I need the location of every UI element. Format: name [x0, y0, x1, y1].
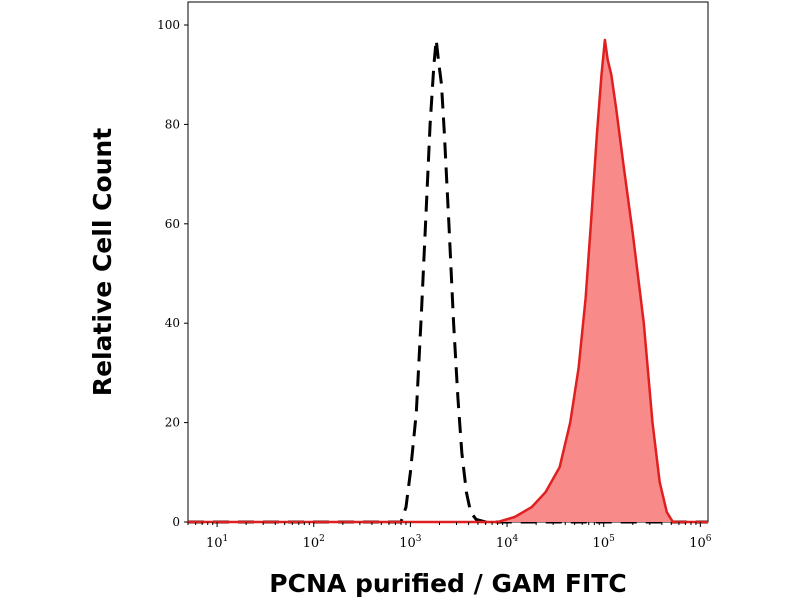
y-axis-title: Relative Cell Count — [88, 128, 117, 396]
x-tick-label: 105 — [593, 534, 616, 551]
x-tick-label: 101 — [206, 534, 228, 551]
x-axis-title: PCNA purified / GAM FITC — [269, 569, 626, 598]
y-tick-label: 20 — [165, 416, 180, 430]
y-tick-label: 60 — [165, 217, 180, 231]
y-tick-label: 100 — [157, 18, 180, 32]
y-tick-label: 80 — [165, 117, 180, 131]
y-axis-ticks: 0 20 40 60 80 100 — [157, 18, 188, 529]
series-layer — [188, 38, 708, 524]
x-axis-ticks: 101 102 103 104 105 106 — [187, 522, 712, 551]
y-tick-label: 0 — [172, 515, 180, 529]
series-sample-fill — [188, 39, 708, 523]
x-tick-label: 104 — [496, 534, 519, 551]
x-tick-label: 102 — [303, 534, 325, 551]
y-tick-label: 40 — [165, 316, 180, 330]
series-sample-line — [188, 38, 708, 524]
x-tick-label: 103 — [399, 534, 422, 551]
x-tick-label: 106 — [689, 534, 712, 551]
series-control-line — [188, 38, 708, 524]
